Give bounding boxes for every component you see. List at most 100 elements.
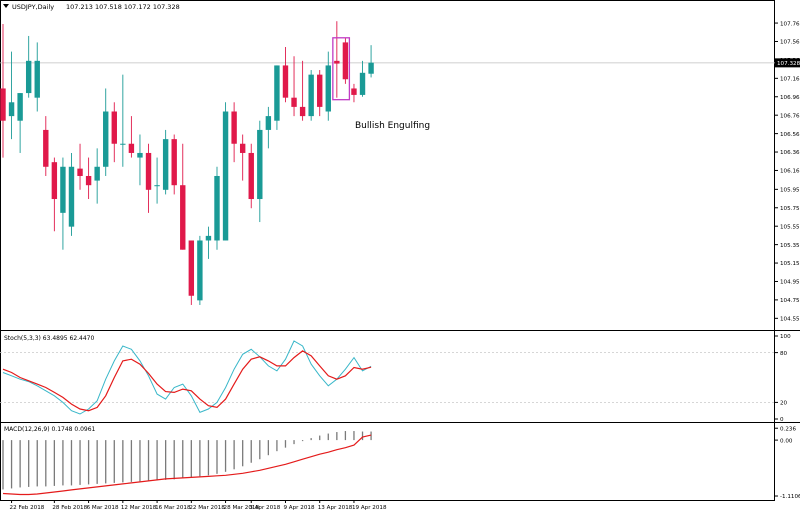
price-tick-label: 105.555 xyxy=(780,224,800,230)
candle-body xyxy=(25,60,32,94)
candle-body xyxy=(214,175,220,241)
stoch-title: Stoch(5,3,3) 63.4895 62.4470 xyxy=(4,335,95,342)
candle xyxy=(60,157,66,250)
candle-body xyxy=(103,111,109,167)
candle xyxy=(77,143,83,190)
price-tick-label: 106.960 xyxy=(780,95,800,101)
price-tick-label: 105.155 xyxy=(780,261,800,267)
candle-body xyxy=(334,60,340,64)
candle-body xyxy=(308,74,314,117)
candle-body xyxy=(68,166,75,227)
candle xyxy=(171,134,177,195)
candle xyxy=(239,134,246,181)
candle-body xyxy=(34,60,40,98)
candle xyxy=(111,102,117,163)
time-tick-label: 9 Apr 2018 xyxy=(283,505,314,511)
candle xyxy=(342,37,349,84)
candle-body xyxy=(325,65,331,112)
candle xyxy=(145,143,152,213)
candle-body xyxy=(351,88,357,95)
candle xyxy=(222,102,229,241)
candle xyxy=(120,74,126,167)
candle xyxy=(317,70,323,117)
candle-body xyxy=(239,143,246,153)
candle-body xyxy=(180,185,186,250)
stoch-tick-label: 100 xyxy=(780,334,791,340)
current-price-line: 107.328 xyxy=(0,58,800,68)
candle xyxy=(359,60,366,97)
candle-body xyxy=(248,152,254,200)
time-tick-label: 16 Mar 2018 xyxy=(155,505,191,511)
stoch-tick-label: 80 xyxy=(780,351,788,357)
candle xyxy=(299,60,306,121)
price-tick-label: 105.955 xyxy=(780,188,800,194)
ohlc-label: 107.213 107.518 107.172 107.328 xyxy=(66,3,180,11)
macd-title: MACD(12,26,9) 0.1748 0.0961 xyxy=(4,426,96,433)
price-tick-label: 104.755 xyxy=(780,298,800,304)
candle xyxy=(68,152,75,236)
candle-body xyxy=(188,240,195,296)
candle-body xyxy=(8,102,15,117)
time-tick-label: 22 Mar 2018 xyxy=(189,505,225,511)
current-price-label: 107.328 xyxy=(777,61,800,67)
price-tick-label: 106.360 xyxy=(780,150,800,156)
price-tick-label: 107.160 xyxy=(780,77,800,83)
candle-body xyxy=(265,116,272,130)
candle-body xyxy=(60,166,66,213)
candle-body xyxy=(257,129,263,200)
candle xyxy=(154,157,160,204)
candle xyxy=(103,88,109,176)
macd-signal-line xyxy=(2,434,372,496)
candle xyxy=(180,143,186,250)
time-tick-label: 12 Mar 2018 xyxy=(121,505,157,511)
time-axis: 22 Feb 2018 28 Feb 2018 6 Mar 2018 12 Mar 2… xyxy=(10,500,387,511)
candle xyxy=(43,116,49,176)
candle-body xyxy=(94,166,100,181)
candle-body xyxy=(197,240,203,301)
candle-body xyxy=(299,106,306,117)
candle-body xyxy=(222,111,229,241)
candle xyxy=(85,157,92,200)
time-tick-label: 19 Apr 2018 xyxy=(352,505,387,511)
annotation-label: Bullish Engulfing xyxy=(355,121,430,131)
candle xyxy=(257,120,263,223)
time-tick-label: 6 Mar 2018 xyxy=(87,505,119,511)
candle xyxy=(325,51,331,121)
time-tick-label: 28 Mar 2018 xyxy=(224,505,260,511)
candle xyxy=(334,21,340,98)
candle-body xyxy=(282,65,289,98)
current-price-tag xyxy=(775,58,800,68)
candle-body xyxy=(137,152,143,158)
candle-body xyxy=(205,235,212,241)
price-axis: 107.760107.560107.360107.160106.960106.7… xyxy=(775,21,800,323)
candle-body xyxy=(359,72,366,95)
candle xyxy=(17,93,23,153)
candle xyxy=(274,65,280,130)
macd-tick-label: 0.236 xyxy=(780,426,796,432)
candle xyxy=(0,23,6,158)
stoch-main-line xyxy=(2,340,372,415)
candle-body xyxy=(171,139,177,186)
price-tick-label: 105.755 xyxy=(780,206,800,212)
candle xyxy=(291,56,297,117)
macd-tick-label: -1.1106 xyxy=(780,494,800,500)
candle-body xyxy=(111,111,117,144)
time-tick-label: 22 Feb 2018 xyxy=(10,505,45,511)
candle-body xyxy=(51,162,58,200)
candle-body xyxy=(145,152,152,190)
candle xyxy=(25,35,32,98)
candle-body xyxy=(274,65,280,121)
pattern-annotation: Bullish Engulfing xyxy=(332,37,430,131)
chart-header: USDJPY,Daily 107.213 107.518 107.172 107… xyxy=(3,3,180,11)
candle xyxy=(162,129,169,195)
price-tick-label: 106.560 xyxy=(780,132,800,138)
dropdown-triangle-icon[interactable] xyxy=(3,4,9,8)
candle xyxy=(94,148,100,204)
price-tick-label: 106.760 xyxy=(780,113,800,119)
candle xyxy=(205,226,212,259)
candle-body xyxy=(317,74,323,107)
stoch-tick-label: 0 xyxy=(780,417,784,423)
candle-body xyxy=(120,143,126,145)
candle-body xyxy=(77,168,83,176)
